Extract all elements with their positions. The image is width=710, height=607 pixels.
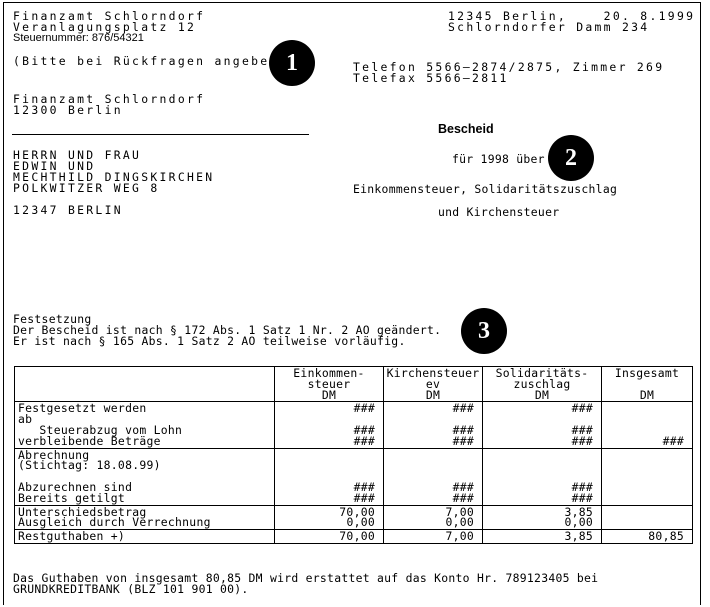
cell-value: ### ###: [353, 479, 375, 505]
cell-value: 80,85: [648, 529, 684, 544]
contact-phone-fax: Telefon 5566–2874/2875, Zimmer 269 Telef…: [353, 60, 665, 85]
callout-marker-1: 1: [269, 40, 315, 86]
callout-marker-2: 2: [548, 135, 594, 181]
callout-2-number: 2: [565, 144, 577, 171]
cell-value: 3,85: [564, 529, 593, 544]
cell-value: ### ### ###: [353, 401, 375, 448]
table-header-row: Einkommen- steuer DM Kirchensteuer ev DM…: [14, 365, 693, 403]
row-label: Restguthaben +): [18, 529, 126, 544]
header-insgesamt: Insgesamt DM: [601, 365, 693, 403]
cell-value: 70,00: [339, 529, 375, 544]
cell-value: ### ###: [571, 479, 593, 505]
office-city-date: 12345 Berlin, 20. 8.1999: [448, 9, 696, 23]
office-street: Schlorndorfer Damm 234: [448, 20, 650, 34]
refund-note: Das Guthaben von insgesamt 80,85 DM wird…: [13, 571, 599, 596]
cell-value: ###: [662, 433, 684, 448]
table-row-abrechnung: Abrechnung (Stichtag: 18.08.99) Abzurech…: [14, 447, 693, 506]
tax-number: Steuernummer: 876/54321: [13, 32, 144, 44]
row-label: Abrechnung (Stichtag: 18.08.99) Abzurech…: [18, 447, 161, 505]
callout-marker-3: 3: [461, 308, 507, 354]
callout-3-number: 3: [478, 317, 490, 344]
cell-value: 70,00 0,00: [339, 504, 375, 530]
header-kirchensteuer: Kirchensteuer ev DM: [383, 365, 483, 403]
cell-value: 7,00: [445, 529, 474, 544]
header-einkommensteuer: Einkommen- steuer DM: [274, 365, 384, 403]
row-label: Festgesetzt werden ab Steuerabzug vom Lo…: [18, 401, 183, 448]
page-border: [3, 2, 701, 605]
sender-address: Finanzamt Schlorndorf Veranlagungsplatz …: [13, 9, 206, 34]
header-solidaritaetszuschlag: Solidaritäts- zuschlag DM: [482, 365, 602, 403]
table-row-unterschiedsbetrag: Unterschiedsbetrag Ausgleich durch Verre…: [14, 504, 693, 531]
subject-year-line: für 1998 über: [452, 152, 545, 166]
subject-church-tax-line: und Kirchensteuer: [438, 205, 560, 219]
subject-title: Bescheid: [438, 122, 494, 136]
table-row-festsetzung: Festgesetzt werden ab Steuerabzug vom Lo…: [14, 401, 693, 449]
header-label-column: [14, 365, 275, 403]
cell-value: ### ### ###: [452, 401, 474, 448]
cell-value: ### ###: [452, 479, 474, 505]
inquiry-note: (Bitte bei Rückfragen angeben): [13, 54, 288, 68]
cell-value: 3,85 0,00: [564, 504, 593, 530]
table-row-restguthaben: Restguthaben +) 70,00 7,00 3,85 80,85: [14, 529, 693, 544]
cell-value: 7,00 0,00: [445, 504, 474, 530]
cell-value: ### ### ###: [571, 401, 593, 448]
assessment-table: Einkommen- steuer DM Kirchensteuer ev DM…: [14, 365, 693, 544]
callout-1-number: 1: [286, 49, 298, 76]
festsetzung-paragraph: Festsetzung Der Bescheid ist nach § 172 …: [13, 312, 442, 348]
subject-tax-types-line: Einkommensteuer, Solidaritätszuschlag: [353, 182, 618, 196]
row-label: Unterschiedsbetrag Ausgleich durch Verre…: [18, 504, 211, 530]
return-address: Finanzamt Schlorndorf 12300 Berlin: [13, 92, 206, 117]
address-separator-line: [12, 134, 309, 135]
recipient-address: HERRN UND FRAU EDWIN UND MECHTHILD DINGS…: [13, 148, 215, 217]
